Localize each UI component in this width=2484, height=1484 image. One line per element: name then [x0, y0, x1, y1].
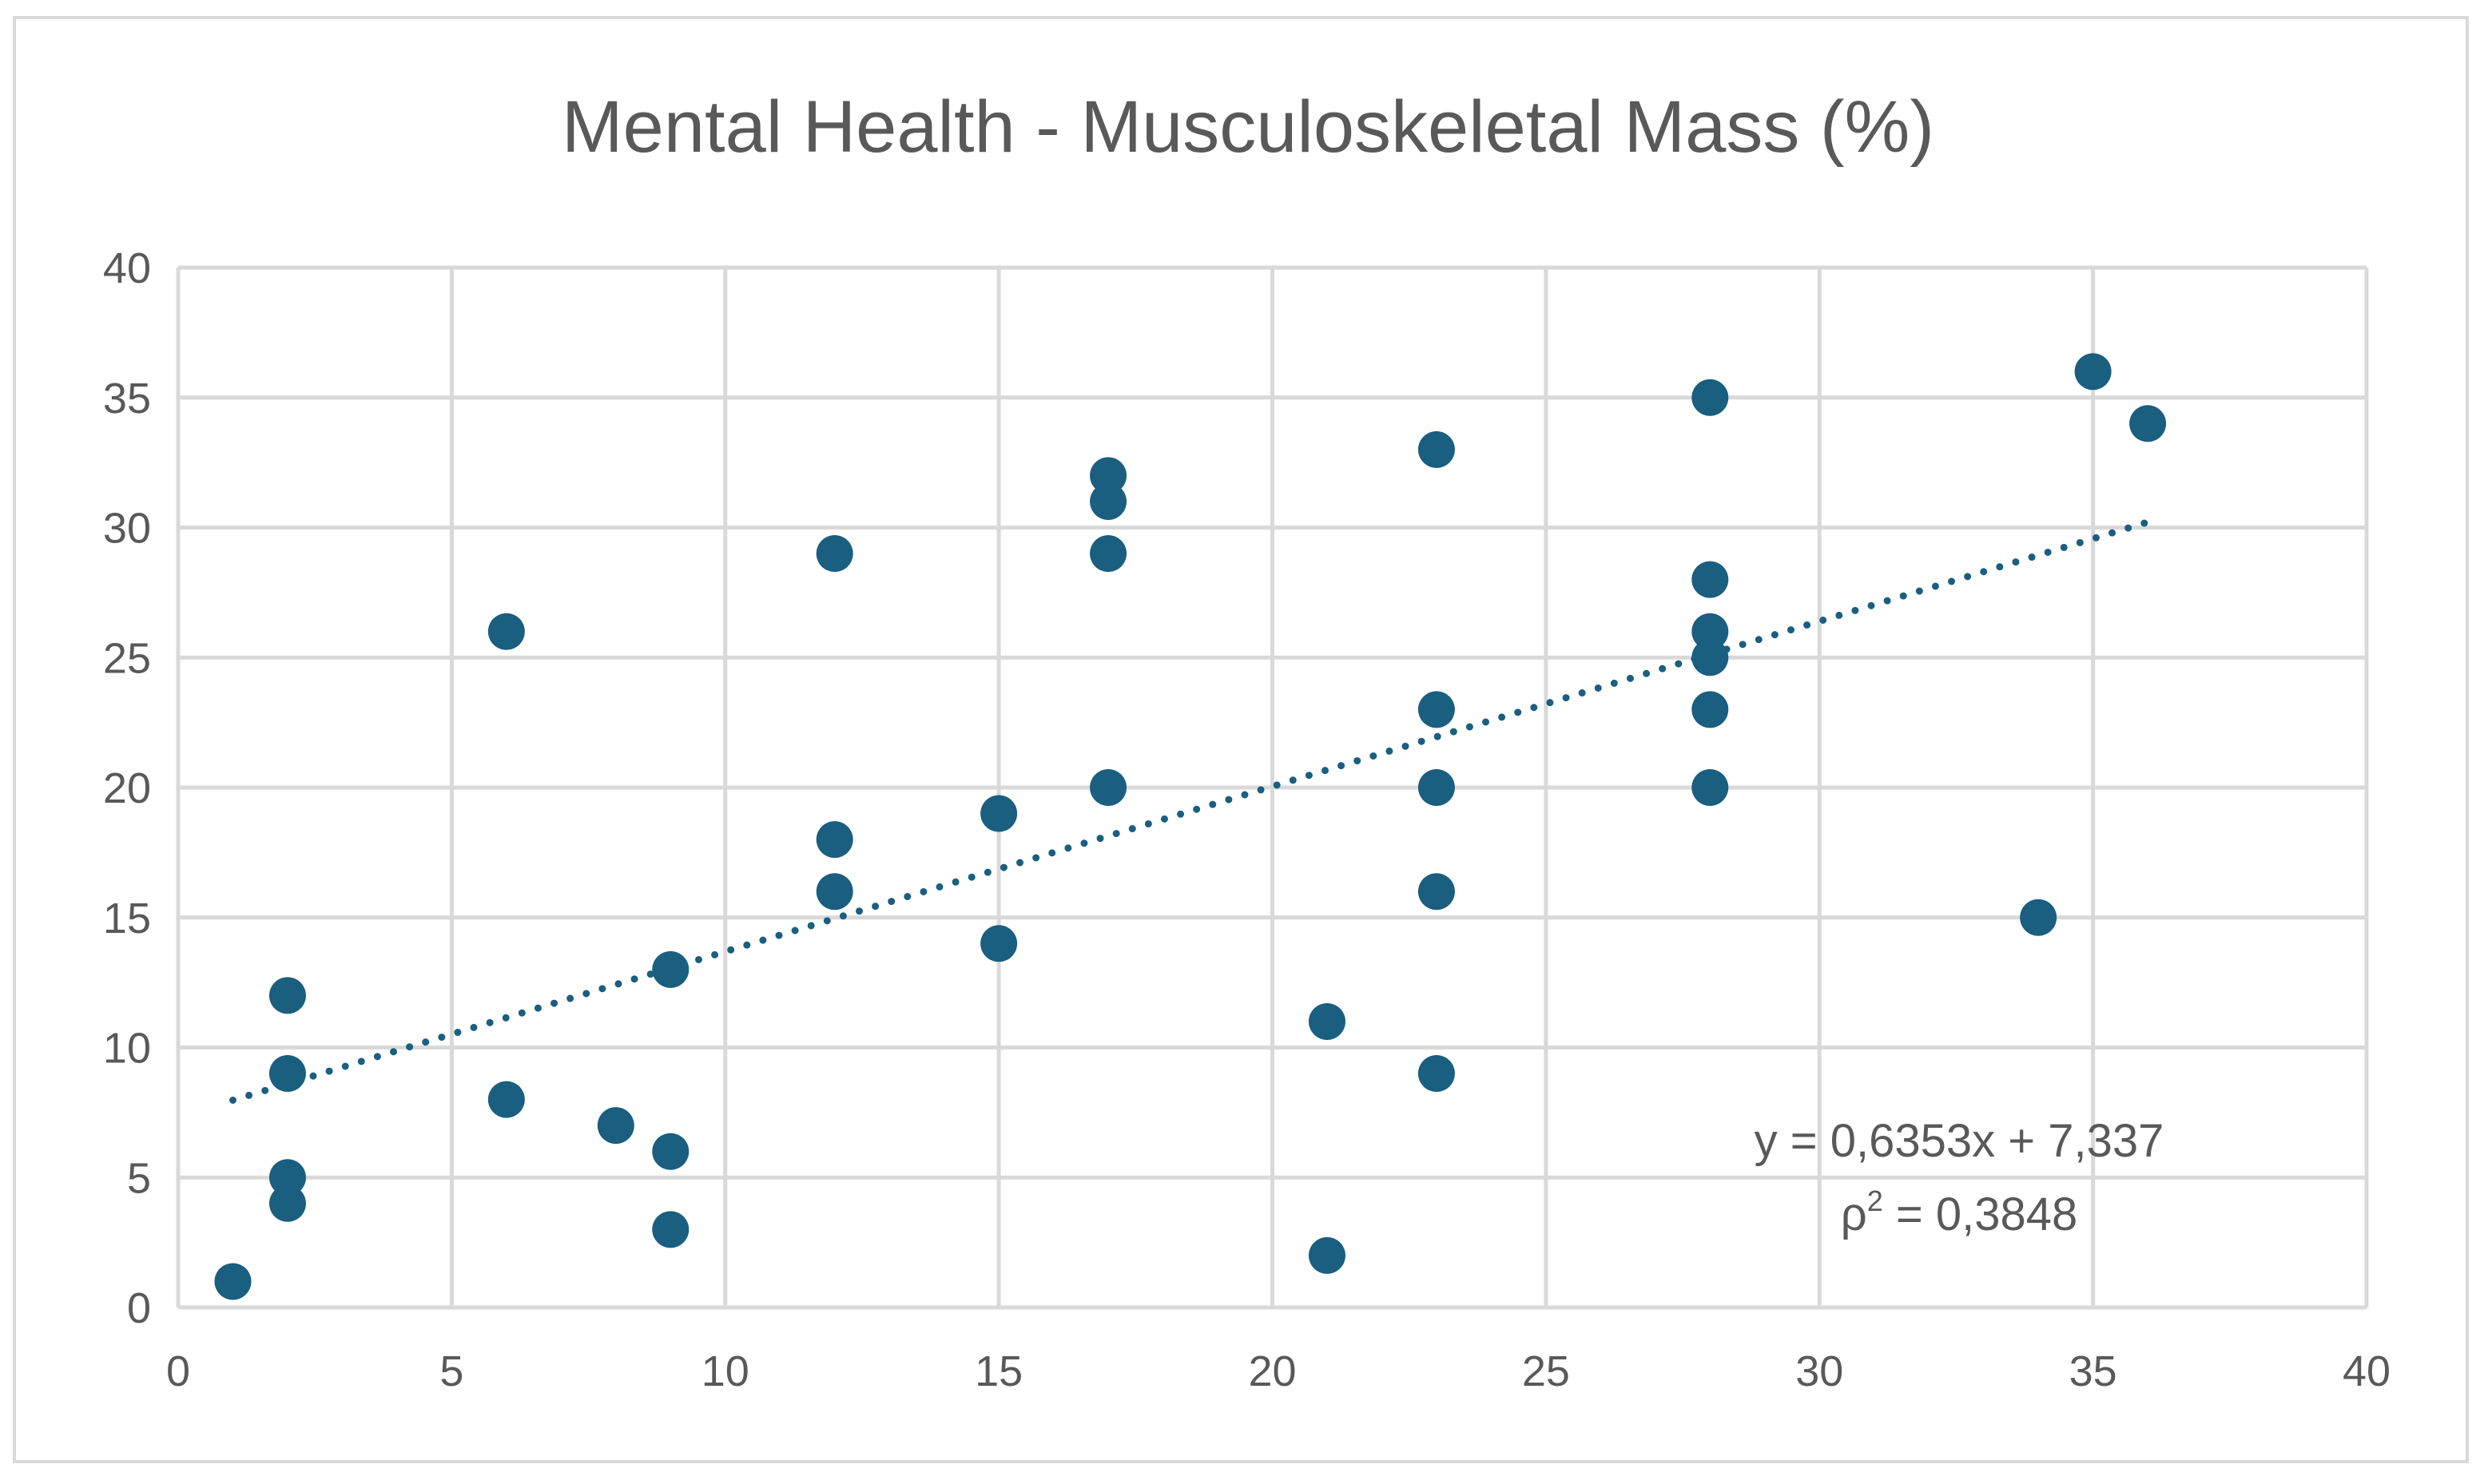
- data-point-14: [816, 873, 853, 911]
- data-point-8: [597, 1107, 634, 1145]
- data-points: [214, 353, 2167, 1300]
- x-tick-label: 20: [1248, 1347, 1296, 1395]
- data-point-24: [1417, 691, 1455, 728]
- data-point-36: [2129, 405, 2167, 442]
- data-point-5: [268, 1184, 306, 1222]
- data-point-11: [652, 1211, 690, 1248]
- data-point-35: [2074, 353, 2112, 391]
- y-tick-label: 40: [103, 244, 151, 292]
- grid-lines: [176, 265, 2369, 1310]
- data-point-31: [1691, 639, 1729, 677]
- data-point-16: [980, 925, 1018, 962]
- r-squared-value: = 0,3848: [1883, 1188, 2078, 1240]
- tick-labels: 0 5 10 15 20 25 30 35 40 0 5 10 15 20 25 30 35 40: [103, 244, 2391, 1395]
- data-point-32: [1691, 691, 1729, 728]
- y-tick-label: 10: [103, 1025, 151, 1073]
- data-point-30: [1691, 613, 1729, 650]
- y-tick-label: 30: [103, 505, 151, 553]
- trendline: [229, 518, 2152, 1105]
- r-squared-symbol: ρ: [1841, 1188, 1867, 1240]
- trendline-equation: y = 0,6353x + 7,337: [1755, 1115, 2164, 1167]
- chart-title: Mental Health - Musculoskeletal Mass (%): [562, 86, 1934, 168]
- y-tick-label: 35: [103, 375, 151, 423]
- data-point-7: [487, 1081, 525, 1118]
- x-tick-label: 0: [166, 1347, 190, 1395]
- r-squared-exponent: 2: [1867, 1184, 1883, 1217]
- data-point-3: [268, 1055, 306, 1093]
- data-point-1: [214, 1263, 252, 1300]
- x-tick-label: 15: [975, 1347, 1023, 1395]
- data-point-15: [980, 795, 1018, 832]
- data-point-17: [1090, 457, 1127, 494]
- data-point-6: [487, 613, 525, 650]
- data-point-28: [1691, 379, 1729, 416]
- data-point-2: [268, 977, 306, 1014]
- y-tick-label: 0: [127, 1284, 151, 1332]
- x-tick-label: 5: [439, 1347, 463, 1395]
- data-point-9: [652, 950, 690, 988]
- chart-frame: [13, 16, 2469, 1463]
- data-point-10: [652, 1133, 690, 1170]
- x-tick-label: 30: [1795, 1347, 1843, 1395]
- data-point-18: [1090, 482, 1127, 520]
- data-point-4: [268, 1159, 306, 1196]
- data-point-33: [1691, 769, 1729, 806]
- data-point-20: [1090, 769, 1127, 806]
- data-point-22: [1308, 1236, 1345, 1274]
- x-tick-label: 40: [2343, 1347, 2391, 1395]
- data-point-12: [816, 535, 853, 573]
- data-point-21: [1308, 1002, 1345, 1040]
- data-point-27: [1417, 1055, 1455, 1093]
- x-tick-label: 25: [1522, 1347, 1570, 1395]
- data-point-29: [1691, 561, 1729, 598]
- y-tick-label: 20: [103, 764, 151, 812]
- trendline-layer: [229, 518, 2152, 1105]
- data-point-13: [816, 821, 853, 859]
- trendline-r-squared: ρ2 = 0,3848: [1841, 1184, 2078, 1240]
- data-point-26: [1417, 873, 1455, 911]
- y-tick-label: 15: [103, 895, 151, 942]
- y-tick-label: 25: [103, 634, 151, 682]
- data-point-19: [1090, 535, 1127, 573]
- data-point-34: [2020, 899, 2057, 936]
- data-point-25: [1417, 769, 1455, 806]
- y-tick-label: 5: [127, 1154, 151, 1202]
- x-tick-label: 10: [701, 1347, 749, 1395]
- x-tick-label: 35: [2069, 1347, 2117, 1395]
- data-point-23: [1417, 431, 1455, 468]
